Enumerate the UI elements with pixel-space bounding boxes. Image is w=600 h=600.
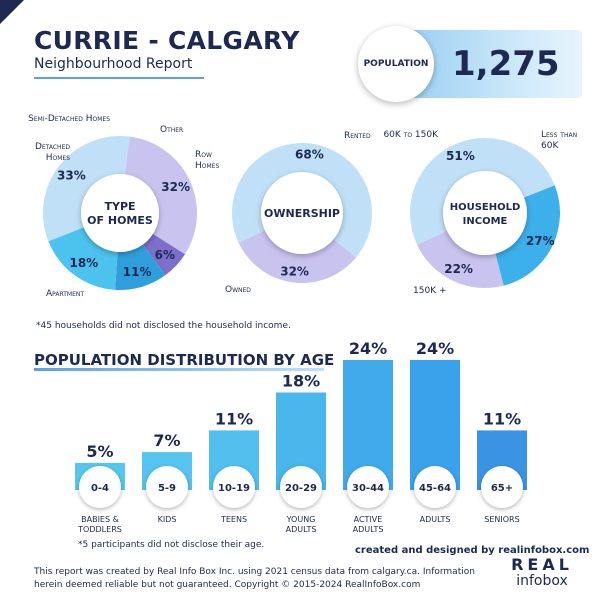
credit-text: created and designed by realinfobox.com bbox=[355, 545, 590, 556]
donut-3-slice-2-value: 27% bbox=[526, 234, 555, 248]
donut-1-slice-3 bbox=[142, 233, 186, 276]
label-60k-150k: 60K to 150K bbox=[383, 130, 438, 140]
donut-1-slice-4-value: 11% bbox=[123, 265, 152, 279]
age-bar-6-group-line-1: ADULTS bbox=[420, 515, 451, 524]
page-title: CURRIE - CALGARY bbox=[34, 26, 300, 55]
age-bar-6-category: 45-64 bbox=[419, 483, 451, 494]
corner-accent bbox=[0, 0, 24, 24]
age-bar-2-category: 5-9 bbox=[158, 483, 176, 494]
label-less-60k: Less than 60K bbox=[541, 130, 578, 151]
donut-2-center bbox=[261, 172, 343, 254]
age-bar-5-group-line-2: ADULTS bbox=[353, 525, 384, 534]
age-bar-2-group-line-1: KIDS bbox=[158, 515, 177, 524]
donut-2-slice-1-value: 68% bbox=[295, 147, 324, 161]
age-bar-2-value: 7% bbox=[153, 431, 180, 450]
realinfobox-logo: REAL infobox bbox=[506, 556, 578, 589]
age-bar-7-category: 65+ bbox=[491, 483, 513, 494]
age-bar-1-badge bbox=[79, 466, 121, 508]
donut-1-title-line-2: OF HOMES bbox=[87, 214, 153, 227]
label-row-homes: Row Homes bbox=[195, 150, 220, 171]
donut-1-slice-1 bbox=[42, 136, 130, 242]
age-bar-3-group-line-1: TEENS bbox=[220, 515, 247, 524]
population-panel bbox=[410, 30, 582, 98]
page-subtitle: Neighbourhood Report bbox=[34, 56, 193, 72]
age-bar-1-category: 0-4 bbox=[91, 483, 109, 494]
age-bar-3-category: 10-19 bbox=[218, 483, 250, 494]
age-title-underline bbox=[34, 368, 324, 371]
disclaimer-line-2: herein deemed reliable but not guarantee… bbox=[34, 580, 421, 590]
age-bar-1-value: 5% bbox=[86, 442, 113, 461]
disclaimer-line-1: This report was created by Real Info Box… bbox=[34, 567, 475, 577]
donut-3-slice-2 bbox=[495, 185, 560, 286]
donut-1-slice-5 bbox=[48, 226, 118, 290]
donut-3-title-line-1: HOUSEHOLD bbox=[450, 202, 521, 213]
label-detached: Detached Homes bbox=[34, 142, 70, 163]
age-bar-3-badge bbox=[213, 466, 255, 508]
donut-2-slice-1 bbox=[232, 143, 372, 258]
age-bar-5-category: 30-44 bbox=[352, 483, 384, 494]
donut-3-center bbox=[443, 171, 527, 255]
age-footnote: *5 participants did not disclose their a… bbox=[78, 540, 265, 550]
age-bar-1-group-line-1: BABIES & bbox=[81, 515, 119, 524]
donut-3-title-line-2: INCOME bbox=[463, 216, 508, 227]
age-bar-5-group-line-1: ACTIVE bbox=[354, 515, 383, 524]
donut-2-slice-2 bbox=[238, 230, 356, 284]
population-label: POPULATION bbox=[363, 59, 429, 69]
donut-1-slice-3-value: 6% bbox=[155, 248, 175, 262]
donut-2-title-line-1: OWNERSHIP bbox=[264, 207, 340, 220]
age-bar-7-value: 11% bbox=[483, 409, 521, 428]
label-apartment: Apartment bbox=[46, 289, 85, 299]
logo-top-text: REAL bbox=[511, 555, 573, 574]
donut-1-slice-4 bbox=[115, 243, 166, 290]
logo-bottom-text: infobox bbox=[516, 573, 568, 589]
donut-3-slice-3-value: 22% bbox=[444, 262, 473, 276]
donut-2-slice-2-value: 32% bbox=[280, 265, 309, 279]
age-bar-1-group-line-2: TODDLERS bbox=[77, 525, 122, 534]
age-section-title: POPULATION DISTRIBUTION BY AGE bbox=[34, 351, 335, 369]
age-bar-3-value: 11% bbox=[215, 409, 253, 428]
label-semi-detached: Semi-Detached Homes bbox=[28, 114, 110, 124]
age-bar-5-value: 24% bbox=[349, 339, 387, 358]
age-bar-4-value: 18% bbox=[282, 372, 320, 391]
population-badge: POPULATION bbox=[358, 26, 434, 102]
age-bar-5-badge bbox=[347, 466, 389, 508]
age-bar-2-badge bbox=[146, 466, 188, 508]
label-150k-plus: 150K + bbox=[413, 286, 447, 296]
age-bar-6-badge bbox=[414, 466, 456, 508]
population-value: 1,275 bbox=[452, 44, 560, 84]
donut-3-slice-3 bbox=[417, 230, 504, 289]
donut-1-slice-1-value: 33% bbox=[57, 168, 86, 182]
label-rented: Rented bbox=[344, 131, 371, 141]
income-footnote: *45 households did not disclosed the hou… bbox=[36, 321, 291, 331]
donut-3-slice-1-value: 51% bbox=[446, 149, 475, 163]
donut-3-slice-1 bbox=[409, 137, 555, 245]
title-underline bbox=[34, 77, 204, 79]
age-bar-4-group-line-1: YOUNG bbox=[286, 515, 316, 524]
label-other: Other bbox=[160, 125, 184, 135]
disclaimer: This report was created by Real Info Box… bbox=[34, 566, 494, 592]
donut-1-slice-2-value: 32% bbox=[161, 180, 190, 194]
donut-1-title-line-1: TYPE bbox=[104, 200, 135, 213]
donut-1-slice-2 bbox=[124, 136, 198, 255]
age-bar-6-value: 24% bbox=[416, 339, 454, 358]
age-bar-7-badge bbox=[481, 466, 523, 508]
age-bar-4-category: 20-29 bbox=[285, 483, 317, 494]
donut-1-center bbox=[81, 174, 159, 252]
donut-1-slice-5-value: 18% bbox=[69, 256, 98, 270]
age-bar-4-group-line-2: ADULTS bbox=[286, 525, 317, 534]
age-bar-4-badge bbox=[280, 466, 322, 508]
age-bar-7-group-line-1: SENIORS bbox=[484, 515, 519, 524]
label-owned: Owned bbox=[225, 285, 251, 295]
